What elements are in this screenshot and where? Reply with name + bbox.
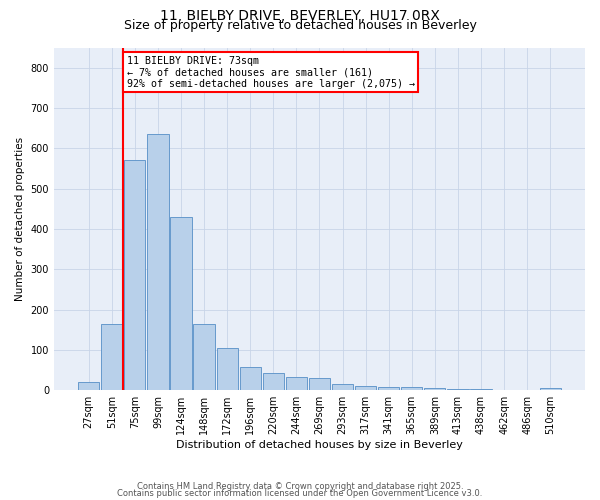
Bar (424, 388, 445, 390)
Bar (170, 217, 191, 390)
Bar (378, 387, 400, 390)
Text: 11 BIELBY DRIVE: 73sqm
← 7% of detached houses are smaller (161)
92% of semi-det: 11 BIELBY DRIVE: 73sqm ← 7% of detached … (127, 56, 415, 89)
Bar (539, 388, 561, 390)
Bar (239, 367, 261, 390)
Bar (401, 388, 422, 390)
X-axis label: Distribution of detached houses by size in Beverley: Distribution of detached houses by size … (176, 440, 463, 450)
Bar (355, 386, 376, 390)
Text: Contains public sector information licensed under the Open Government Licence v3: Contains public sector information licen… (118, 489, 482, 498)
Bar (193, 324, 215, 390)
Bar (101, 324, 122, 390)
Bar (147, 134, 169, 390)
Bar (263, 374, 284, 390)
Bar (78, 382, 99, 390)
Bar (448, 389, 469, 390)
Y-axis label: Number of detached properties: Number of detached properties (15, 137, 25, 301)
Text: 11, BIELBY DRIVE, BEVERLEY, HU17 0RX: 11, BIELBY DRIVE, BEVERLEY, HU17 0RX (160, 9, 440, 23)
Bar (286, 378, 307, 390)
Bar (332, 384, 353, 390)
Text: Contains HM Land Registry data © Crown copyright and database right 2025.: Contains HM Land Registry data © Crown c… (137, 482, 463, 491)
Bar (217, 348, 238, 390)
Text: Size of property relative to detached houses in Beverley: Size of property relative to detached ho… (124, 19, 476, 32)
Bar (124, 160, 145, 390)
Bar (309, 378, 330, 390)
